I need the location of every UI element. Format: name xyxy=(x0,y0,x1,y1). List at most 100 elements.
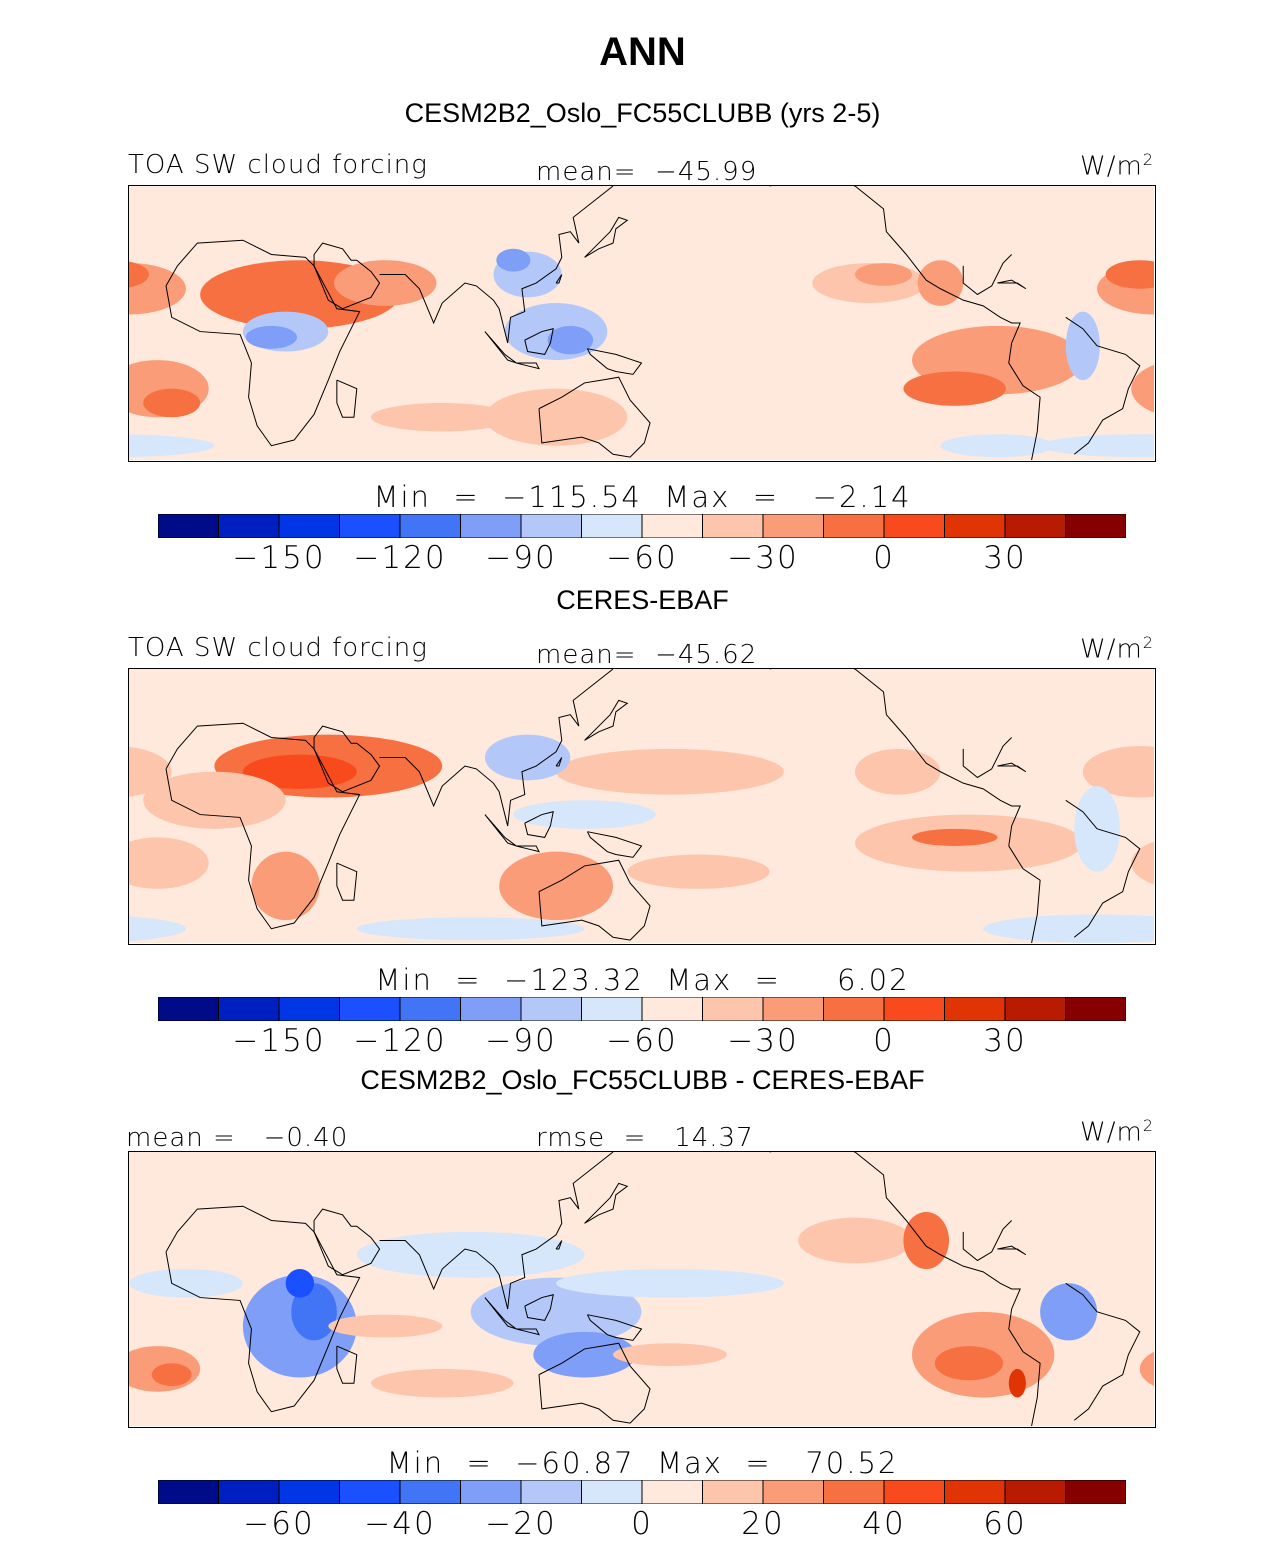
colorbar-swatch xyxy=(823,997,885,1021)
panel-1-colorbar xyxy=(158,514,1126,538)
coastline xyxy=(1074,1312,1139,1420)
colorbar-swatch xyxy=(944,997,1006,1021)
colorbar-swatch xyxy=(218,1480,280,1504)
tick-label: −150 xyxy=(232,1023,326,1059)
coastline xyxy=(380,669,613,826)
tick-label: −30 xyxy=(727,1023,799,1059)
coastline xyxy=(587,349,641,375)
contour-region xyxy=(484,734,571,781)
tick-label: 0 xyxy=(873,540,895,576)
contour-region xyxy=(903,371,1006,406)
colorbar-swatch xyxy=(278,997,340,1021)
coastline xyxy=(539,377,650,457)
coastline xyxy=(585,1183,628,1223)
coastline xyxy=(166,240,360,445)
tick-label: −40 xyxy=(364,1506,436,1542)
colorbar-swatch xyxy=(702,514,764,538)
contour-region xyxy=(556,1269,784,1298)
tick-label: −20 xyxy=(485,1506,557,1542)
colorbar-swatch xyxy=(944,514,1006,538)
coastline xyxy=(539,860,650,940)
coastline xyxy=(770,669,1040,943)
colorbar-swatch xyxy=(158,997,219,1021)
colorbar-swatch xyxy=(762,1480,824,1504)
panel-2-map xyxy=(128,668,1156,945)
colorbar-swatch xyxy=(520,997,582,1021)
contour-region xyxy=(371,1368,514,1398)
coastline xyxy=(770,1152,1040,1426)
colorbar-swatch xyxy=(883,514,945,538)
contour-region xyxy=(940,434,1055,458)
contour-region xyxy=(903,1211,949,1270)
colorbar-swatch xyxy=(278,1480,340,1504)
units-base: W/m xyxy=(1080,1117,1143,1148)
coastline xyxy=(380,1152,613,1309)
contour-region xyxy=(328,1314,443,1338)
contour-region xyxy=(533,1331,636,1378)
colorbar-swatch xyxy=(218,514,280,538)
colorbar-swatch xyxy=(581,997,643,1021)
colorbar-swatch xyxy=(581,1480,643,1504)
panel-2-units: W/m2 xyxy=(1080,633,1154,665)
colorbar-swatch xyxy=(460,997,522,1021)
colorbar-swatch xyxy=(762,514,824,538)
coastline xyxy=(556,757,562,766)
contour-region xyxy=(499,851,614,921)
coastline xyxy=(997,280,1025,289)
coastline xyxy=(539,1343,650,1423)
coastline xyxy=(556,1240,562,1249)
contour-region xyxy=(371,402,514,432)
tick-label: −90 xyxy=(485,1023,557,1059)
contour-region xyxy=(251,851,320,921)
contour-region xyxy=(798,1217,912,1264)
tick-label: 0 xyxy=(873,1023,895,1059)
panel-1-variable-label: TOA SW cloud forcing xyxy=(128,150,428,180)
coastline xyxy=(337,1346,357,1383)
contour-region xyxy=(129,1269,243,1298)
panel-3-title: CESM2B2_Oslo_FC55CLUBB - CERES-EBAF xyxy=(360,1065,925,1095)
coastline xyxy=(516,1329,539,1335)
contour-region xyxy=(855,263,912,286)
colorbar-swatch xyxy=(399,1480,461,1504)
contour-region xyxy=(129,434,215,458)
coastline xyxy=(587,1315,641,1341)
tick-label: −30 xyxy=(727,540,799,576)
contour-region xyxy=(129,837,209,889)
contour-region xyxy=(285,1269,315,1298)
coastline xyxy=(337,863,357,900)
panel-1-units: W/m2 xyxy=(1080,150,1154,182)
panel-1-mean-label: mean= −45.99 xyxy=(536,157,758,187)
panel-3-map xyxy=(128,1151,1156,1428)
colorbar-swatch xyxy=(158,1480,219,1504)
panel-1-colorbar-ticks: −150 −120 −90 −60 −30 0 30 xyxy=(158,540,1126,576)
contour-region xyxy=(496,248,531,272)
units-exponent: 2 xyxy=(1142,150,1154,169)
units-exponent: 2 xyxy=(1142,1116,1154,1135)
coastline xyxy=(516,363,539,369)
coastline xyxy=(963,1221,1011,1261)
colorbar-swatch xyxy=(339,997,401,1021)
contour-region xyxy=(1131,364,1154,413)
colorbar-swatch xyxy=(1065,997,1126,1021)
colorbar-swatch xyxy=(883,1480,945,1504)
colorbar-swatch xyxy=(339,1480,401,1504)
coastline xyxy=(314,726,379,792)
panel-3-min-max: Min = −60.87 Max = 70.52 xyxy=(386,1446,899,1480)
coastline xyxy=(166,1206,360,1412)
tick-label: 0 xyxy=(631,1506,653,1542)
colorbar-swatch xyxy=(460,514,522,538)
colorbar-swatch xyxy=(1004,997,1066,1021)
panel-2-mean-label: mean= −45.62 xyxy=(536,640,758,670)
units-base: W/m xyxy=(1080,151,1143,182)
coastline xyxy=(556,274,562,283)
coastline xyxy=(525,329,553,355)
colorbar-swatch xyxy=(883,997,945,1021)
contour-region xyxy=(1065,311,1100,381)
units-exponent: 2 xyxy=(1142,633,1154,652)
contour-region xyxy=(911,828,998,846)
colorbar-swatch xyxy=(641,997,703,1021)
contour-region xyxy=(983,914,1154,943)
contour-region xyxy=(245,325,297,349)
colorbar-swatch xyxy=(339,514,401,538)
panel-1-min-max: Min = −115.54 Max = −2.14 xyxy=(373,480,912,514)
